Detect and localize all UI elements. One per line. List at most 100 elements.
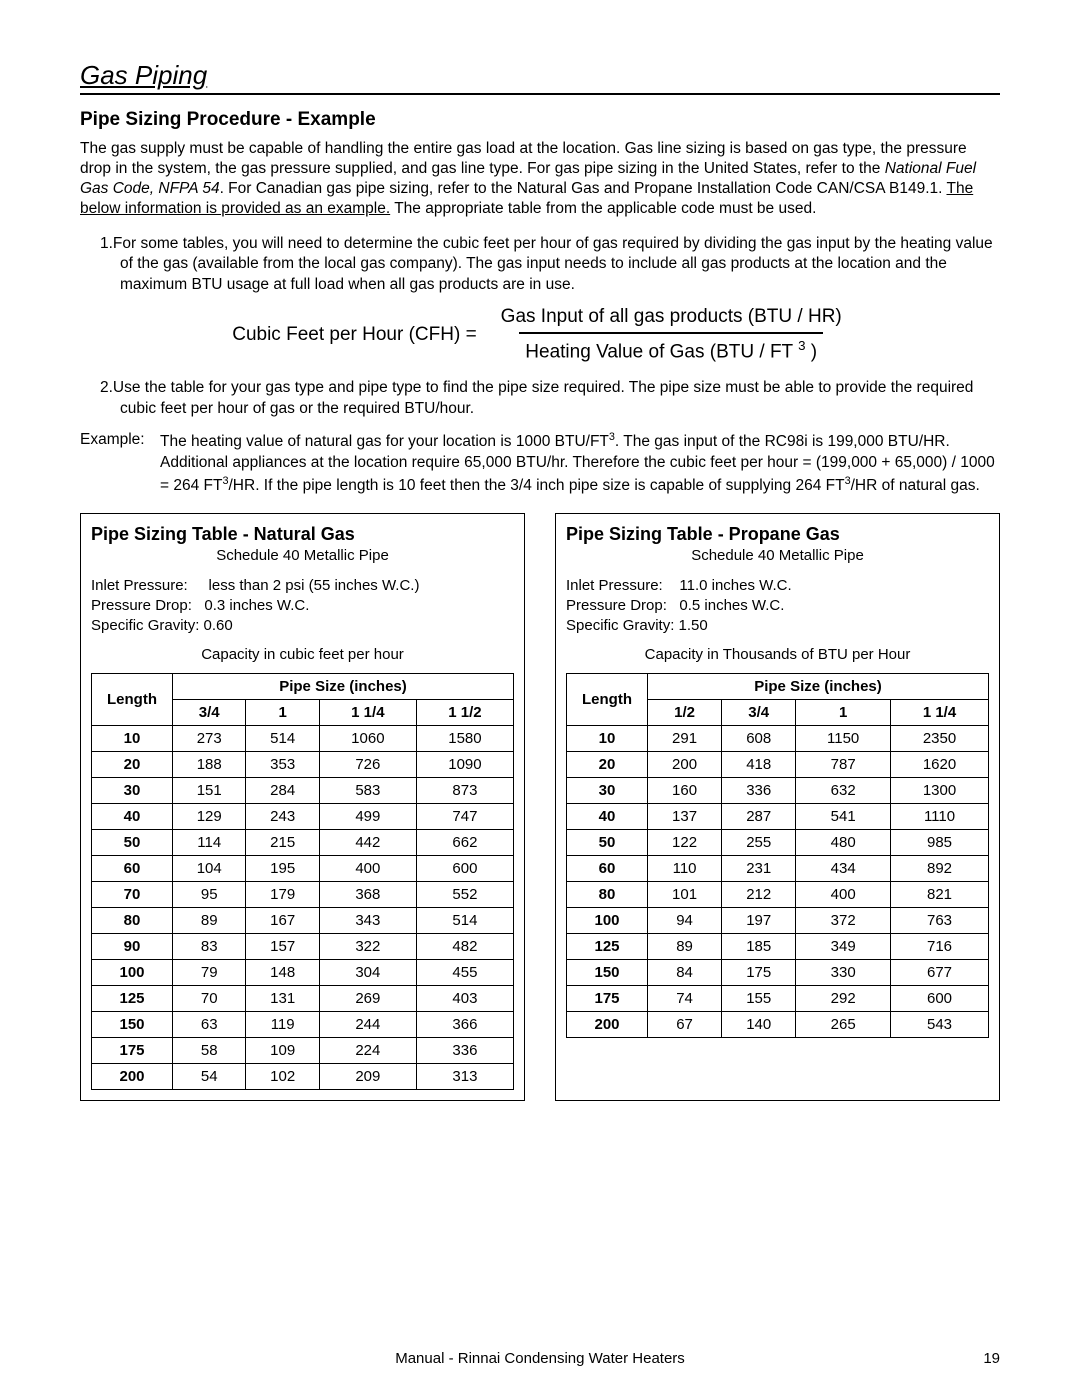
- table-row: 50114215442662: [92, 830, 514, 856]
- value-cell: 677: [891, 960, 989, 986]
- value-cell: 400: [319, 856, 416, 882]
- prop-size-header: 1/2: [648, 700, 722, 726]
- table-row: 1027351410601580: [92, 726, 514, 752]
- value-cell: 131: [246, 986, 319, 1012]
- table-row: 301603366321300: [567, 778, 989, 804]
- step-1: 1.For some tables, you will need to dete…: [80, 234, 1000, 297]
- length-cell: 90: [92, 934, 173, 960]
- value-cell: 1580: [416, 726, 513, 752]
- prop-thead: Length Pipe Size (inches) 1/23/411 1/4: [567, 674, 989, 726]
- length-cell: 10: [567, 726, 648, 752]
- length-cell: 150: [567, 960, 648, 986]
- cfh-formula: Cubic Feet per Hour (CFH) = Gas Input of…: [80, 306, 1000, 363]
- value-cell: 157: [246, 934, 319, 960]
- value-cell: 209: [319, 1064, 416, 1090]
- value-cell: 215: [246, 830, 319, 856]
- nat-tbody: 1027351410601580201883537261090301512845…: [92, 726, 514, 1090]
- value-cell: 632: [796, 778, 891, 804]
- nat-cap: Capacity in cubic feet per hour: [91, 646, 514, 663]
- nat-meta2: Pressure Drop: 0.3 inches W.C.: [91, 596, 514, 616]
- value-cell: 985: [891, 830, 989, 856]
- value-cell: 434: [796, 856, 891, 882]
- length-cell: 20: [92, 752, 173, 778]
- table-row: 401372875411110: [567, 804, 989, 830]
- value-cell: 137: [648, 804, 722, 830]
- example-block: Example: The heating value of natural ga…: [80, 430, 1000, 497]
- page: Gas Piping Pipe Sizing Procedure - Examp…: [0, 0, 1080, 1397]
- value-cell: 763: [891, 908, 989, 934]
- value-cell: 330: [796, 960, 891, 986]
- ex-a: The heating value of natural gas for you…: [160, 433, 609, 450]
- length-cell: 50: [567, 830, 648, 856]
- table-row: 20067140265543: [567, 1012, 989, 1038]
- table-row: 10094197372763: [567, 908, 989, 934]
- table-row: 20054102209313: [92, 1064, 514, 1090]
- value-cell: 273: [173, 726, 246, 752]
- value-cell: 747: [416, 804, 513, 830]
- nat-meta1: Inlet Pressure: less than 2 psi (55 inch…: [91, 576, 514, 596]
- tables-row: Pipe Sizing Table - Natural Gas Schedule…: [80, 513, 1000, 1102]
- nat-size-header: 1 1/2: [416, 700, 513, 726]
- table-row: 17558109224336: [92, 1038, 514, 1064]
- value-cell: 821: [891, 882, 989, 908]
- nat-subtitle: Schedule 40 Metallic Pipe: [91, 547, 514, 564]
- value-cell: 1620: [891, 752, 989, 778]
- nat-th-length: Length: [92, 674, 173, 726]
- section-title: Gas Piping: [80, 60, 1000, 95]
- length-cell: 60: [92, 856, 173, 882]
- formula-den-a: Heating Value of Gas (BTU / FT: [525, 342, 798, 363]
- value-cell: 284: [246, 778, 319, 804]
- step-2: 2.Use the table for your gas type and pi…: [80, 378, 1000, 420]
- value-cell: 200: [648, 752, 722, 778]
- value-cell: 514: [246, 726, 319, 752]
- length-cell: 70: [92, 882, 173, 908]
- ex-c: /HR. If the pipe length is 10 feet then …: [229, 477, 845, 494]
- length-cell: 20: [567, 752, 648, 778]
- natural-gas-box: Pipe Sizing Table - Natural Gas Schedule…: [80, 513, 525, 1102]
- prop-th-group: Pipe Size (inches): [648, 674, 989, 700]
- table-row: 201883537261090: [92, 752, 514, 778]
- value-cell: 122: [648, 830, 722, 856]
- value-cell: 1090: [416, 752, 513, 778]
- value-cell: 541: [796, 804, 891, 830]
- value-cell: 129: [173, 804, 246, 830]
- value-cell: 2350: [891, 726, 989, 752]
- value-cell: 336: [722, 778, 796, 804]
- value-cell: 1300: [891, 778, 989, 804]
- length-cell: 30: [92, 778, 173, 804]
- prop-size-header: 3/4: [722, 700, 796, 726]
- value-cell: 94: [648, 908, 722, 934]
- formula-sup: 3: [798, 338, 805, 353]
- formula-lhs: Cubic Feet per Hour (CFH) =: [232, 324, 476, 346]
- value-cell: 255: [722, 830, 796, 856]
- nat-meta3: Specific Gravity: 0.60: [91, 616, 514, 636]
- value-cell: 70: [173, 986, 246, 1012]
- value-cell: 110: [648, 856, 722, 882]
- intro-paragraph: The gas supply must be capable of handli…: [80, 139, 1000, 220]
- value-cell: 583: [319, 778, 416, 804]
- prop-title: Pipe Sizing Table - Propane Gas: [566, 524, 989, 545]
- intro-part1: The gas supply must be capable of handli…: [80, 140, 967, 177]
- nat-size-header: 1 1/4: [319, 700, 416, 726]
- procedure-title: Pipe Sizing Procedure - Example: [80, 109, 1000, 131]
- value-cell: 58: [173, 1038, 246, 1064]
- length-cell: 175: [92, 1038, 173, 1064]
- ex-d: /HR of natural gas.: [851, 477, 980, 494]
- length-cell: 50: [92, 830, 173, 856]
- value-cell: 84: [648, 960, 722, 986]
- length-cell: 80: [567, 882, 648, 908]
- value-cell: 292: [796, 986, 891, 1012]
- value-cell: 102: [246, 1064, 319, 1090]
- length-cell: 60: [567, 856, 648, 882]
- value-cell: 224: [319, 1038, 416, 1064]
- value-cell: 787: [796, 752, 891, 778]
- value-cell: 400: [796, 882, 891, 908]
- value-cell: 188: [173, 752, 246, 778]
- value-cell: 322: [319, 934, 416, 960]
- value-cell: 104: [173, 856, 246, 882]
- table-row: 30151284583873: [92, 778, 514, 804]
- value-cell: 160: [648, 778, 722, 804]
- value-cell: 482: [416, 934, 513, 960]
- value-cell: 244: [319, 1012, 416, 1038]
- value-cell: 366: [416, 1012, 513, 1038]
